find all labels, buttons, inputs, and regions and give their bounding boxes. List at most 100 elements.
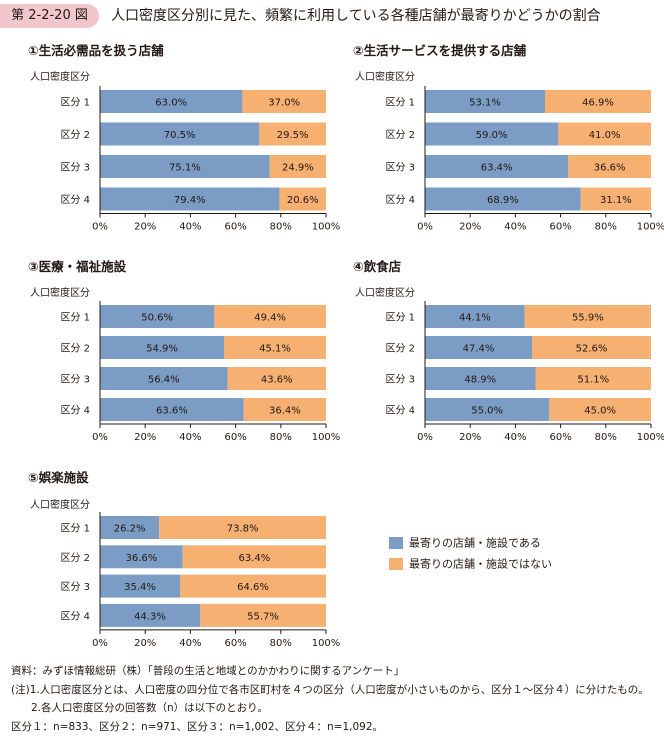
chart-5-category-label: 区分 1 xyxy=(60,523,90,535)
chart-5-category-label: 区分 4 xyxy=(60,610,90,622)
chart-2-data-label: 36.6% xyxy=(594,163,626,174)
chart-1-data-label: 37.0% xyxy=(268,98,300,109)
chart-5-title: ⑤娯楽施設 xyxy=(28,470,89,485)
chart-3-data-label: 49.4% xyxy=(254,313,286,324)
chart-2-category-label: 区分 3 xyxy=(385,162,415,174)
chart-3-bar-not-near xyxy=(243,398,326,421)
chart-4-x-tick-label: 60% xyxy=(549,432,571,443)
chart-5-x-tick-label: 100% xyxy=(312,638,341,649)
chart-1-category-label: 区分 3 xyxy=(60,162,90,174)
chart-2-bar-near xyxy=(425,187,581,211)
chart-4-data-label: 55.9% xyxy=(572,313,604,324)
chart-3-data-label: 43.6% xyxy=(261,375,293,386)
chart-3-x-tick-label: 80% xyxy=(270,432,292,443)
chart-2-data-label: 68.9% xyxy=(487,195,519,206)
chart-3-data-label: 50.6% xyxy=(141,313,173,324)
chart-5-data-label: 63.4% xyxy=(238,553,270,564)
chart-2-data-label: 63.4% xyxy=(481,163,513,174)
chart-3-x-tick-label: 20% xyxy=(134,432,156,443)
chart-2-x-tick-label: 20% xyxy=(459,222,481,233)
chart-4-data-label: 44.1% xyxy=(459,313,491,324)
chart-5-bar-near xyxy=(100,603,201,627)
chart-5-ylabel: 人口密度区分 xyxy=(30,498,90,511)
chart-5-bar-not-near xyxy=(182,545,326,569)
chart-3-category-label: 区分 3 xyxy=(60,374,90,386)
chart-4-category-label: 区分 1 xyxy=(385,312,415,324)
note-3: 区分１：n=833、区分２：n=971、区分３：n=1,002、区分４：n=1,… xyxy=(11,720,384,733)
chart-2-x-tick-label: 40% xyxy=(504,222,526,233)
chart-4-bar-near xyxy=(425,336,533,359)
chart-5-bar-near xyxy=(100,516,160,539)
chart-1-data-label: 29.5% xyxy=(277,130,309,141)
chart-4-bar-not-near xyxy=(532,336,651,359)
note-2: 2.各人口密度区分の回答数（n）は以下のとおり。 xyxy=(31,702,268,714)
chart-1-data-label: 79.4% xyxy=(174,195,206,206)
chart-1-x-tick-label: 100% xyxy=(312,222,341,233)
chart-5-data-label: 44.3% xyxy=(134,611,166,622)
chart-5-data-label: 55.7% xyxy=(247,611,279,622)
chart-4-x-tick-label: 80% xyxy=(595,432,617,443)
chart-1-data-label: 75.1% xyxy=(169,163,201,174)
chart-1-bar-not-near xyxy=(269,155,326,178)
legend-swatch-near xyxy=(389,536,403,549)
chart-2-bar-not-near xyxy=(545,90,651,113)
chart-4-data-label: 55.0% xyxy=(471,406,503,417)
chart-4-x-tick-label: 100% xyxy=(637,432,664,443)
chart-4-data-label: 52.6% xyxy=(576,344,608,355)
chart-5-x-tick-label: 80% xyxy=(270,638,292,649)
legend-item-not-near: 最寄りの店舗・施設ではない xyxy=(389,553,552,572)
chart-5-x-tick-label: 0% xyxy=(92,638,108,649)
chart-2-x-tick-label: 0% xyxy=(417,222,433,233)
chart-3-category-label: 区分 2 xyxy=(60,343,90,355)
source-notes: 資料：みずほ情報総研（株）「普段の生活と地域とのかかわりに関するアンケート」 (… xyxy=(11,662,649,736)
legend-item-near: 最寄りの店舗・施設である xyxy=(389,532,541,551)
chart-4-data-label: 45.0% xyxy=(584,406,616,417)
chart-4-bar-near xyxy=(425,398,550,421)
note-1: (注)1.人口密度区分とは、人口密度の四分位で各市区町村を４つの区分（人口密度が… xyxy=(11,683,649,696)
chart-2-bar-near xyxy=(425,155,569,178)
chart-5-data-label: 36.6% xyxy=(125,553,157,564)
chart-2-data-label: 59.0% xyxy=(476,130,508,141)
chart-2-title: ②生活サービスを提供する店舗 xyxy=(353,43,527,58)
chart-5-x-tick-label: 60% xyxy=(224,638,246,649)
chart-5-category-label: 区分 3 xyxy=(60,581,90,593)
chart-1-data-label: 24.9% xyxy=(282,163,314,174)
chart-2-x-tick-label: 100% xyxy=(637,222,664,233)
chart-5-bar-not-near xyxy=(159,516,326,539)
chart-2-data-label: 31.1% xyxy=(600,195,632,206)
chart-2-x-tick-label: 80% xyxy=(595,222,617,233)
chart-5-data-label: 64.6% xyxy=(237,582,269,593)
chart-3-bar-not-near xyxy=(224,336,326,359)
chart-1-bar-not-near xyxy=(259,122,326,146)
chart-1-x-tick-label: 40% xyxy=(179,222,201,233)
chart-3-x-tick-label: 0% xyxy=(92,432,108,443)
chart-2-category-label: 区分 4 xyxy=(385,194,415,206)
chart-1-bar-near xyxy=(100,90,243,113)
chart-3-data-label: 36.4% xyxy=(269,406,301,417)
chart-1-bar-not-near xyxy=(279,187,326,211)
chart-1-category-label: 区分 4 xyxy=(60,194,90,206)
chart-4-bar-not-near xyxy=(549,398,651,421)
chart-4-x-tick-label: 20% xyxy=(459,432,481,443)
chart-1-category-label: 区分 2 xyxy=(60,129,90,141)
chart-1-bar-near xyxy=(100,187,280,211)
chart-3-data-label: 63.6% xyxy=(156,406,188,417)
figure-title: 人口密度区分別に見た、頻繁に利用している各種店舗が最寄りかどうかの割合 xyxy=(111,8,601,24)
chart-4-bar-near xyxy=(425,305,525,328)
chart-1-bar-near xyxy=(100,155,270,178)
chart-2-bar-not-near xyxy=(568,155,651,178)
chart-5-data-label: 35.4% xyxy=(124,582,156,593)
figure-number-badge: 第 2-2-20 図 xyxy=(0,4,99,28)
chart-1-title: ①生活必需品を扱う店舗 xyxy=(28,43,164,58)
chart-3-bar-near xyxy=(100,398,244,421)
chart-5-bar-not-near xyxy=(200,603,326,627)
legend-label-not-near: 最寄りの店舗・施設ではない xyxy=(409,557,552,571)
chart-3-x-tick-label: 100% xyxy=(312,432,341,443)
legend-label-near: 最寄りの店舗・施設である xyxy=(409,536,541,550)
chart-3-category-label: 区分 1 xyxy=(60,312,90,324)
chart-4-category-label: 区分 2 xyxy=(385,343,415,355)
legend-swatch-not-near xyxy=(389,557,403,570)
chart-2-data-label: 41.0% xyxy=(589,130,621,141)
chart-1-ylabel: 人口密度区分 xyxy=(30,70,90,83)
